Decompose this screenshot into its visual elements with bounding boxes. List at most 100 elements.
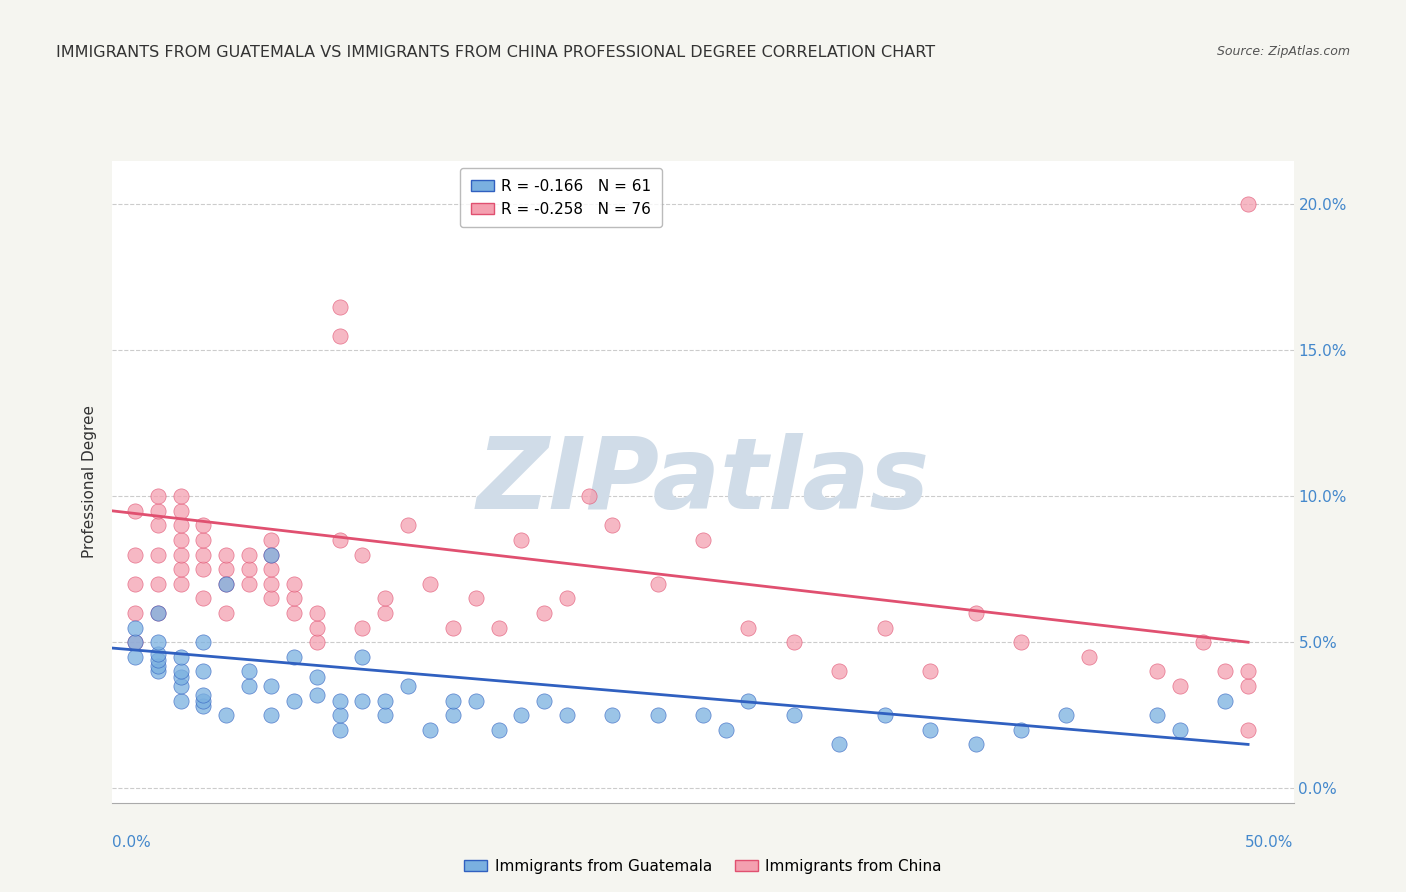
Point <box>1010 723 1032 737</box>
Point <box>283 577 305 591</box>
Point <box>169 665 191 679</box>
Point <box>965 606 987 620</box>
Point <box>260 548 283 562</box>
Point <box>146 658 169 673</box>
Point <box>1215 693 1237 707</box>
Point <box>329 300 352 314</box>
Point <box>238 679 260 693</box>
Point <box>193 699 215 714</box>
Point <box>146 653 169 667</box>
Point <box>510 708 533 723</box>
Point <box>374 591 396 606</box>
Point <box>441 708 464 723</box>
Point <box>146 665 169 679</box>
Point <box>1237 197 1260 211</box>
Point <box>283 649 305 664</box>
Text: 0.0%: 0.0% <box>112 836 152 850</box>
Point <box>920 665 942 679</box>
Point <box>873 621 896 635</box>
Point <box>783 635 806 649</box>
Legend: Immigrants from Guatemala, Immigrants from China: Immigrants from Guatemala, Immigrants fr… <box>458 853 948 880</box>
Point <box>441 693 464 707</box>
Point <box>1168 723 1191 737</box>
Point <box>193 518 215 533</box>
Point <box>533 606 555 620</box>
Point <box>783 708 806 723</box>
Point <box>260 577 283 591</box>
Point <box>464 591 486 606</box>
Point <box>329 708 352 723</box>
Point <box>124 621 146 635</box>
Point <box>965 738 987 752</box>
Point <box>441 621 464 635</box>
Point <box>146 577 169 591</box>
Point <box>283 591 305 606</box>
Point <box>419 577 441 591</box>
Point <box>692 533 714 547</box>
Point <box>1191 635 1213 649</box>
Point <box>647 577 669 591</box>
Point <box>329 723 352 737</box>
Point <box>193 533 215 547</box>
Point <box>1010 635 1032 649</box>
Point <box>193 635 215 649</box>
Point <box>488 621 510 635</box>
Point <box>124 504 146 518</box>
Point <box>419 723 441 737</box>
Point <box>124 649 146 664</box>
Point <box>1054 708 1077 723</box>
Point <box>146 489 169 503</box>
Point <box>1237 665 1260 679</box>
Y-axis label: Professional Degree: Professional Degree <box>82 405 97 558</box>
Point <box>146 606 169 620</box>
Point <box>169 518 191 533</box>
Point <box>1146 708 1168 723</box>
Point <box>305 606 328 620</box>
Point <box>1078 649 1101 664</box>
Point <box>555 708 578 723</box>
Point <box>1215 665 1237 679</box>
Point <box>193 665 215 679</box>
Point <box>533 693 555 707</box>
Point <box>555 591 578 606</box>
Point <box>124 606 146 620</box>
Point <box>488 723 510 737</box>
Point <box>260 708 283 723</box>
Point <box>169 562 191 576</box>
Point <box>169 533 191 547</box>
Point <box>352 693 374 707</box>
Point <box>329 328 352 343</box>
Text: ZIPatlas: ZIPatlas <box>477 434 929 530</box>
Point <box>737 621 759 635</box>
Point <box>193 548 215 562</box>
Text: 50.0%: 50.0% <box>1246 836 1294 850</box>
Point <box>647 708 669 723</box>
Point <box>396 518 419 533</box>
Point <box>215 548 238 562</box>
Point <box>146 647 169 661</box>
Point <box>352 649 374 664</box>
Point <box>1168 679 1191 693</box>
Point <box>374 606 396 620</box>
Point <box>215 577 238 591</box>
Point <box>828 738 851 752</box>
Point <box>305 688 328 702</box>
Point <box>124 548 146 562</box>
Point <box>260 679 283 693</box>
Point <box>193 562 215 576</box>
Point <box>193 693 215 707</box>
Point <box>146 518 169 533</box>
Point <box>920 723 942 737</box>
Point <box>260 548 283 562</box>
Point <box>873 708 896 723</box>
Point <box>146 606 169 620</box>
Point <box>238 562 260 576</box>
Point <box>374 693 396 707</box>
Point <box>283 693 305 707</box>
Point <box>146 504 169 518</box>
Point <box>146 635 169 649</box>
Point <box>352 548 374 562</box>
Point <box>260 591 283 606</box>
Point <box>238 548 260 562</box>
Legend: R = -0.166   N = 61, R = -0.258   N = 76: R = -0.166 N = 61, R = -0.258 N = 76 <box>460 169 662 227</box>
